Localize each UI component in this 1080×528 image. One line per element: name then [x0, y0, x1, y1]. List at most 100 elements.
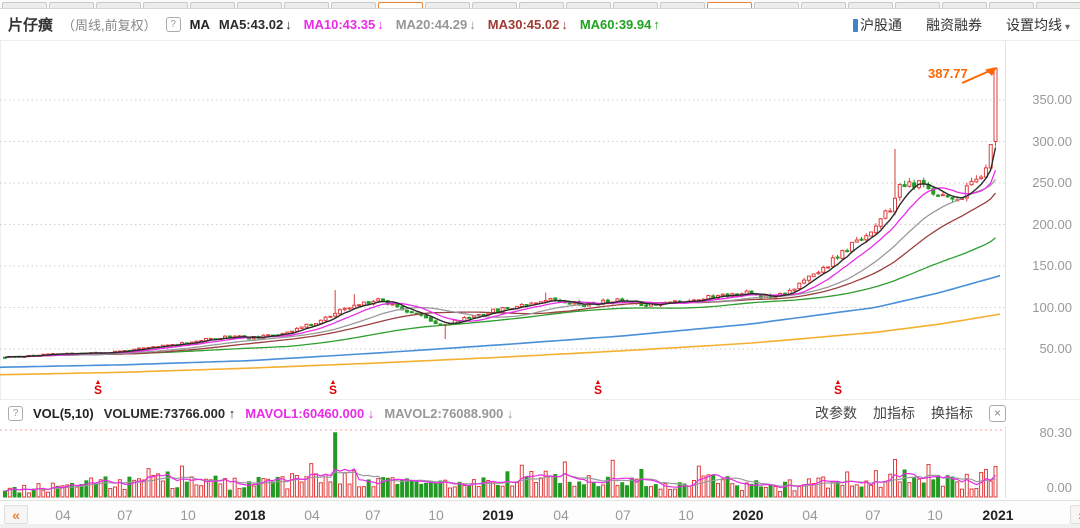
volume-axis-max: 80.30: [1039, 425, 1072, 440]
time-axis-label[interactable]: 07: [117, 507, 133, 523]
marker-cap-icon: ▲: [834, 379, 842, 386]
tab-stub[interactable]: [472, 2, 517, 8]
ma-legend-item: MA20:44.29 ↓: [396, 17, 476, 32]
trend-arrow-icon: ↓: [469, 17, 476, 32]
scroll-left-button[interactable]: «: [4, 505, 28, 524]
volume-chart[interactable]: [0, 427, 1005, 499]
header-links: 沪股通 融资融券 设置均线 ▾: [852, 15, 1070, 35]
tab-stub[interactable]: [331, 2, 376, 8]
margin-trading-link[interactable]: 融资融券: [925, 16, 982, 33]
tab-stub[interactable]: [613, 2, 658, 8]
price-axis-label: 100.00: [1032, 299, 1072, 315]
time-axis-label[interactable]: 10: [927, 507, 943, 523]
trend-arrow-icon: ↓: [561, 17, 568, 32]
price-axis-label: 150.00: [1032, 258, 1072, 273]
ma-legend-item: MA60:39.94 ↑: [580, 17, 660, 32]
help-icon[interactable]: ?: [165, 17, 181, 32]
help-icon[interactable]: ?: [8, 405, 23, 421]
edit-params-button[interactable]: 改参数: [815, 405, 857, 421]
scroll-right-button[interactable]: »: [1070, 505, 1080, 524]
tab-stub[interactable]: [2, 2, 47, 8]
axis-strip: [0, 524, 1080, 528]
candlestick-chart[interactable]: [0, 41, 1005, 399]
close-icon[interactable]: ×: [989, 404, 1006, 422]
tab-stub[interactable]: [707, 2, 752, 8]
indicator-header: 片仔癀 （周线,前复权） ? MA MA5:43.02 ↓ MA10:43.35 ↓ M…: [0, 9, 1080, 41]
tab-stub[interactable]: [566, 2, 611, 8]
tab-stub[interactable]: [190, 2, 235, 8]
time-axis-label[interactable]: 04: [802, 507, 818, 523]
price-axis-label: 350.00: [1032, 92, 1072, 107]
mavol2-value: MAVOL2:76088.900 ↓: [384, 405, 514, 421]
ma-label: MA5:43.02: [218, 17, 284, 32]
price-axis-label: 300.00: [1032, 133, 1072, 149]
time-axis-label[interactable]: 04: [55, 507, 71, 523]
time-axis-label[interactable]: 10: [678, 507, 694, 523]
volume-indicator-name: VOL(5,10): [33, 405, 94, 421]
dividend-event-icon[interactable]: ▲ S: [91, 379, 105, 397]
ma-label: MA10:43.35: [303, 17, 376, 32]
time-axis-label[interactable]: 2020: [732, 507, 764, 523]
tab-stub[interactable]: [284, 2, 329, 8]
marker-letter: S: [593, 383, 602, 397]
add-indicator-button[interactable]: 加指标: [873, 405, 915, 421]
time-axis-label[interactable]: 07: [365, 507, 381, 523]
price-axis-label: 250.00: [1032, 175, 1072, 190]
time-axis-label[interactable]: 10: [180, 507, 196, 523]
ma-label: MA20:44.29: [395, 17, 468, 32]
switch-indicator-button[interactable]: 换指标: [931, 405, 973, 421]
tab-stub[interactable]: [96, 2, 141, 8]
stock-name: 片仔癀: [8, 17, 54, 34]
ma-label: MA30:45.02: [487, 17, 560, 32]
top-tab-strip[interactable]: [0, 0, 1080, 9]
tab-stub[interactable]: [801, 2, 846, 8]
time-axis-label[interactable]: 2021: [982, 507, 1014, 523]
indicator-name: MA: [189, 17, 210, 32]
tab-stub[interactable]: [519, 2, 564, 8]
ma-settings-button[interactable]: 设置均线 ▾: [1005, 16, 1070, 33]
ma-legend: MA5:43.02 ↓ MA10:43.35 ↓ MA20:44.29 ↓ MA30:45.…: [219, 17, 660, 32]
time-axis-label[interactable]: 04: [304, 507, 320, 523]
tab-stub[interactable]: [1036, 2, 1080, 8]
tab-stub[interactable]: [378, 2, 423, 8]
dividend-event-icon[interactable]: ▲ S: [591, 379, 605, 397]
marker-cap-icon: ▲: [329, 379, 337, 386]
time-axis-label[interactable]: 04: [553, 507, 569, 523]
time-axis-label[interactable]: 07: [615, 507, 631, 523]
dividend-event-icon[interactable]: ▲ S: [831, 379, 845, 396]
marker-letter: S: [328, 383, 337, 397]
dividend-event-icon[interactable]: ▲ S: [326, 379, 340, 397]
time-axis-label[interactable]: 07: [865, 507, 881, 523]
high-price-annotation: 387.77: [928, 66, 968, 81]
trend-arrow-icon: ↑: [653, 17, 660, 32]
tab-stub[interactable]: [49, 2, 94, 8]
tab-stub[interactable]: [754, 2, 799, 8]
plot-divider: [1005, 41, 1006, 498]
tab-stub[interactable]: [989, 2, 1034, 8]
tab-stub[interactable]: [848, 2, 893, 8]
hgt-blue-icon: [852, 18, 858, 32]
time-axis-label[interactable]: 10: [428, 507, 444, 523]
tab-stub[interactable]: [143, 2, 188, 8]
ma-label: MA60:39.94: [579, 17, 652, 32]
ma-legend-item: MA5:43.02 ↓: [219, 17, 292, 32]
price-axis-label: 50.00: [1039, 341, 1072, 356]
tab-stub[interactable]: [895, 2, 940, 8]
ma-legend-item: MA30:45.02 ↓: [488, 17, 568, 32]
chart-period-label: （周线,前复权）: [62, 18, 157, 33]
tab-stub[interactable]: [425, 2, 470, 8]
marker-cap-icon: ▲: [94, 379, 102, 386]
time-axis-label[interactable]: 2018: [234, 507, 266, 523]
volume-axis-zero: 0.00: [1046, 480, 1072, 495]
tab-stub[interactable]: [237, 2, 282, 8]
time-axis: « » 04 07 10 2018 04 07 10 2019 04 07 10 2020 04 07 10…: [0, 500, 1080, 528]
volume-value: VOLUME:73766.000 ↑: [103, 405, 236, 421]
chevron-down-icon: ▾: [1064, 21, 1070, 33]
hgt-link[interactable]: 沪股通: [852, 15, 902, 35]
volume-header: ? VOL(5,10) VOLUME:73766.000 ↑ MAVOL1:60…: [0, 399, 1080, 426]
time-axis-label[interactable]: 2019: [482, 507, 514, 523]
marker-letter: S: [93, 383, 102, 397]
tab-stub[interactable]: [660, 2, 705, 8]
tab-stub[interactable]: [942, 2, 987, 8]
